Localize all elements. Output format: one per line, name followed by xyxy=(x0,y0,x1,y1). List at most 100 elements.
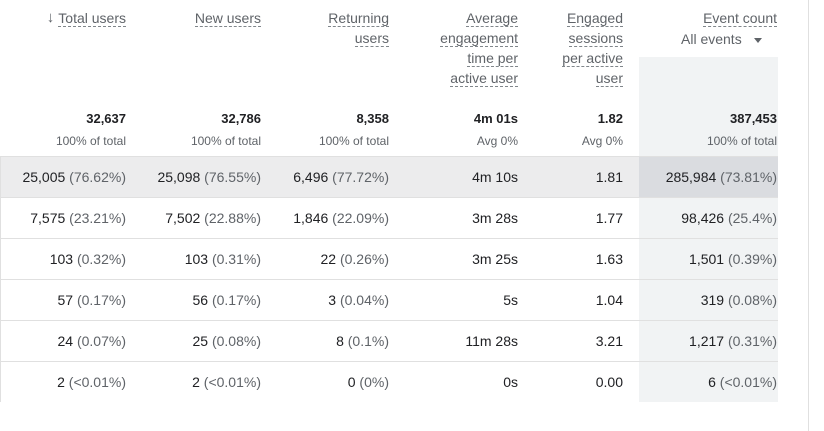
column-header-label: Total users xyxy=(58,10,126,27)
total-subtext: 100% of total xyxy=(318,134,389,148)
cell-value: 8 xyxy=(336,333,344,349)
event-filter-dropdown[interactable]: All events xyxy=(681,31,762,47)
table-cell-event-count: 6 (<0.01%) xyxy=(647,362,777,403)
total-subtext: Avg 0% xyxy=(476,134,518,148)
total-value: 387,453 xyxy=(730,111,777,126)
cell-value: 4m 10s xyxy=(472,169,518,185)
column-header-label: Engaged xyxy=(566,10,623,27)
cell-value: 25 xyxy=(192,333,209,349)
table-cell-event-count: 1,217 (0.31%) xyxy=(647,321,777,362)
cell-value: 6 xyxy=(708,374,716,390)
column-header-label: Returning xyxy=(328,10,389,27)
table-row[interactable]: 2 (<0.01%) 2 (<0.01%) 0 (0%) 0s 0.00 6 (<0.01… xyxy=(0,361,778,403)
cell-value: 1.63 xyxy=(595,251,623,267)
table-cell-total-users: 7,575 (23.21%) xyxy=(0,198,126,239)
table-cell-new-users: 7,502 (22.88%) xyxy=(131,198,261,239)
total-subtext: 100% of total xyxy=(55,134,126,148)
table-left-border xyxy=(0,156,1,402)
total-cell: 32,637 100% of total xyxy=(0,110,126,150)
cell-percent: (0.39%) xyxy=(724,251,777,267)
cell-value: 7,575 xyxy=(30,210,66,226)
table-cell-engaged-sessions: 0.00 xyxy=(523,362,623,403)
table-header: ↓ Total users 32,637 100% of total New users… xyxy=(0,0,778,156)
column-header-engaged-sessions[interactable]: Engaged sessions per active user xyxy=(523,8,623,88)
table-cell-total-users: 2 (<0.01%) xyxy=(0,362,126,403)
table-cell-returning-users: 6,496 (77.72%) xyxy=(269,157,389,198)
table-cell-returning-users: 1,846 (22.09%) xyxy=(269,198,389,239)
cell-percent: (0.31%) xyxy=(724,333,777,349)
column-header-event-count[interactable]: Event count xyxy=(647,8,777,28)
cell-value: 103 xyxy=(49,251,74,267)
cell-value: 5s xyxy=(503,292,518,308)
total-cell: 32,786 100% of total xyxy=(131,110,261,150)
total-cell: 1.82 Avg 0% xyxy=(523,110,623,150)
table-cell-avg-engagement: 0s xyxy=(398,362,518,403)
cell-value: 1,217 xyxy=(689,333,725,349)
cell-value: 11m 28s xyxy=(465,333,518,349)
total-cell: 387,453 100% of total xyxy=(647,110,777,150)
cell-percent: (0.1%) xyxy=(343,333,389,349)
cell-percent: (0.26%) xyxy=(336,251,389,267)
cell-value: 7,502 xyxy=(165,210,201,226)
table-cell-event-count: 285,984 (73.81%) xyxy=(647,157,777,198)
total-cell: 8,358 100% of total xyxy=(269,110,389,150)
cell-percent: (0%) xyxy=(355,374,389,390)
cell-value: 3m 25s xyxy=(472,251,518,267)
cell-value: 3m 28s xyxy=(472,210,518,226)
column-header-label: user xyxy=(595,70,623,87)
table-cell-engaged-sessions: 1.04 xyxy=(523,280,623,321)
table-row[interactable]: 7,575 (23.21%) 7,502 (22.88%) 1,846 (22.09… xyxy=(0,197,778,239)
total-subtext: 100% of total xyxy=(190,134,261,148)
cell-value: 1,501 xyxy=(689,251,725,267)
cell-value: 1.81 xyxy=(595,169,623,185)
table-cell-engaged-sessions: 1.63 xyxy=(523,239,623,280)
cell-value: 98,426 xyxy=(681,210,725,226)
column-header-returning-users[interactable]: Returning users xyxy=(269,8,389,48)
table-cell-total-users: 24 (0.07%) xyxy=(0,321,127,362)
cell-percent: (0.08%) xyxy=(724,292,777,308)
table-cell-new-users: 56 (0.17%) xyxy=(131,280,262,321)
scrollbar-track[interactable] xyxy=(808,0,809,431)
event-count-column-shade xyxy=(639,57,778,402)
table-row[interactable]: 57 (0.17%) 56 (0.17%) 3 (0.04%) 5s 1.04 319 (… xyxy=(0,279,778,321)
cell-value: 6,496 xyxy=(293,169,329,185)
cell-percent: (73.81%) xyxy=(716,169,777,185)
table-cell-event-count: 1,501 (0.39%) xyxy=(647,239,777,280)
event-filter-value: All events xyxy=(681,31,742,47)
table-cell-new-users: 25,098 (76.55%) xyxy=(131,157,261,198)
cell-value: 56 xyxy=(192,292,209,308)
cell-percent: (0.32%) xyxy=(73,251,126,267)
cell-percent: (25.4%) xyxy=(724,210,777,226)
cell-value: 0s xyxy=(503,374,518,390)
cell-percent: (0.04%) xyxy=(336,292,389,308)
column-header-avg-engagement[interactable]: Average engagement time per active user xyxy=(398,8,518,88)
cell-percent: (0.07%) xyxy=(73,333,126,349)
cell-percent: (76.62%) xyxy=(65,169,126,185)
column-header-label: sessions xyxy=(568,30,623,47)
cell-percent: (0.17%) xyxy=(208,292,261,308)
cell-value: 57 xyxy=(57,292,74,308)
table-cell-total-users: 25,005 (76.62%) xyxy=(0,157,126,198)
cell-percent: (0.08%) xyxy=(208,333,261,349)
column-header-label: users xyxy=(354,30,389,47)
row-highlight-shade xyxy=(639,157,778,198)
table-row[interactable]: 25,005 (76.62%) 25,098 (76.55%) 6,496 (77.… xyxy=(0,156,778,198)
cell-value: 2 xyxy=(57,374,65,390)
table-cell-event-count: 98,426 (25.4%) xyxy=(647,198,777,239)
table-row[interactable]: 24 (0.07%) 25 (0.08%) 8 (0.1%) 11m 28s 3.21 1… xyxy=(0,320,778,362)
cell-value: 1.04 xyxy=(595,292,623,308)
cell-value: 3 xyxy=(328,292,337,308)
column-header-new-users[interactable]: New users xyxy=(131,8,261,28)
table-cell-returning-users: 22 (0.26%) xyxy=(269,239,390,280)
table-row[interactable]: 103 (0.32%) 103 (0.31%) 22 (0.26%) 3m 25s 1.… xyxy=(0,238,778,280)
column-header-label: engagement xyxy=(440,30,518,47)
column-header-total-users[interactable]: ↓ Total users xyxy=(0,8,126,28)
cell-percent: (76.55%) xyxy=(200,169,261,185)
cell-value: 0 xyxy=(347,374,356,390)
cell-value: 22 xyxy=(320,251,337,267)
total-subtext: Avg 0% xyxy=(581,134,623,148)
table-cell-event-count: 319 (0.08%) xyxy=(647,280,777,321)
column-header-label: per active xyxy=(562,50,623,67)
cell-percent: (0.31%) xyxy=(208,251,261,267)
table-cell-returning-users: 3 (0.04%) xyxy=(269,280,389,321)
